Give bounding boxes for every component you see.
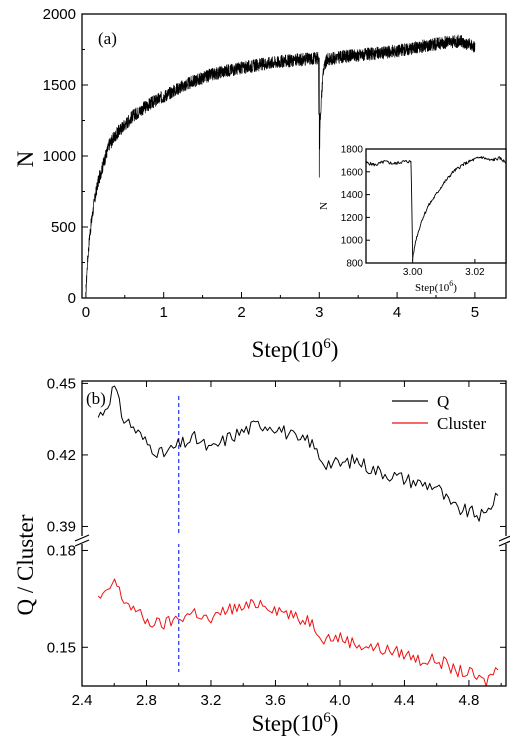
panel-b-xtick-label: 4.0 bbox=[330, 692, 351, 709]
inset-ytick-label: 1200 bbox=[341, 213, 364, 224]
panel-a-ylabel: N bbox=[13, 150, 38, 167]
inset-ytick-label: 1800 bbox=[341, 145, 364, 156]
panel-b-xtick-label: 2.8 bbox=[136, 692, 157, 709]
panel-a-xtick-label: 1 bbox=[160, 304, 168, 321]
panel-b-xtick-label: 3.2 bbox=[201, 692, 222, 709]
series-line-cluster bbox=[97, 578, 499, 687]
panel-b-lower-ytick-label: 0.18 bbox=[47, 542, 76, 559]
panel-a-xtick-label: 2 bbox=[237, 304, 245, 321]
panel-b-ticks: 2.4 2.8 3.2 3.6 4.0 4.4 4.8 0.39 0.42 0.45 0.15 0.1… bbox=[47, 375, 506, 709]
panel-b-xtick-label: 2.4 bbox=[72, 692, 93, 709]
panel-b-label: (b) bbox=[86, 389, 106, 408]
panel-b-upper-ytick-label: 0.42 bbox=[47, 447, 76, 464]
axis-break-gap bbox=[76, 536, 510, 544]
inset-ticks: 3.00 3.02 800 1000 1200 1400 1600 1800 bbox=[341, 145, 485, 279]
inset-background bbox=[366, 149, 506, 263]
inset-ytick-label: 800 bbox=[346, 259, 363, 270]
panel-b-ylabel: Q / Cluster bbox=[13, 514, 38, 615]
inset-ytick-label: 1600 bbox=[341, 167, 364, 178]
inset-ytick-label: 1400 bbox=[341, 190, 364, 201]
panel-b-upper-ytick-label: 0.39 bbox=[47, 518, 76, 535]
panel-b-xtick-label: 4.8 bbox=[458, 692, 479, 709]
inset-xtick-label: 3.00 bbox=[403, 267, 423, 278]
inset-trace-layer bbox=[365, 156, 507, 261]
inset-xlabel: Step(106) bbox=[415, 279, 457, 294]
inset-xtick-label: 3.02 bbox=[465, 267, 485, 278]
series-line-q bbox=[97, 385, 499, 522]
panel-b-frame bbox=[81, 380, 507, 687]
panel-a-ytick-label: 500 bbox=[51, 219, 76, 236]
panel-a-series-line bbox=[85, 34, 476, 293]
inset-frame bbox=[365, 148, 507, 264]
panel-a-xtick-label: 5 bbox=[471, 304, 479, 321]
panel-a-xtick-label: 4 bbox=[393, 304, 401, 321]
panel-a-ytick-label: 0 bbox=[68, 290, 76, 307]
panel-a-xtick-label: 3 bbox=[315, 304, 323, 321]
legend-label-cluster: Cluster bbox=[437, 414, 486, 433]
panel-b-xlabel: Step(106) bbox=[252, 710, 339, 736]
panel-b-lower-ytick-label: 0.15 bbox=[47, 639, 76, 656]
panel-a-ytick-label: 2000 bbox=[43, 6, 76, 23]
inset-ytick-label: 1000 bbox=[341, 236, 364, 247]
panel-b-trace-layer bbox=[97, 385, 499, 687]
panel-a-trace-layer bbox=[85, 34, 476, 293]
panel-a-ytick-label: 1500 bbox=[43, 77, 76, 94]
panel-a-label: (a) bbox=[98, 29, 117, 48]
legend-label-q: Q bbox=[437, 392, 449, 411]
panel-a-ytick-label: 1000 bbox=[43, 148, 76, 165]
legend: Q Cluster bbox=[392, 392, 486, 433]
panel-a-xtick-label: 0 bbox=[82, 304, 90, 321]
inset-series-line bbox=[365, 156, 507, 261]
panel-b-xtick-label: 3.6 bbox=[265, 692, 286, 709]
panel-b-upper-ytick-label: 0.45 bbox=[47, 375, 76, 392]
panel-a: 0 1 2 3 4 5 0 500 1000 1500 2000 (a) Step(106) N 3… bbox=[13, 6, 507, 362]
axis-break-marks bbox=[74, 534, 510, 547]
panel-b: 2.4 2.8 3.2 3.6 4.0 4.4 4.8 0.39 0.42 0.45 0.15 0.1… bbox=[13, 375, 510, 736]
panel-a-inset: 3.00 3.02 800 1000 1200 1400 1600 1800 Step(106… bbox=[318, 145, 507, 294]
inset-ylabel: N bbox=[318, 202, 330, 210]
panel-b-xtick-label: 4.4 bbox=[394, 692, 415, 709]
panel-a-xlabel: Step(106) bbox=[252, 336, 339, 362]
